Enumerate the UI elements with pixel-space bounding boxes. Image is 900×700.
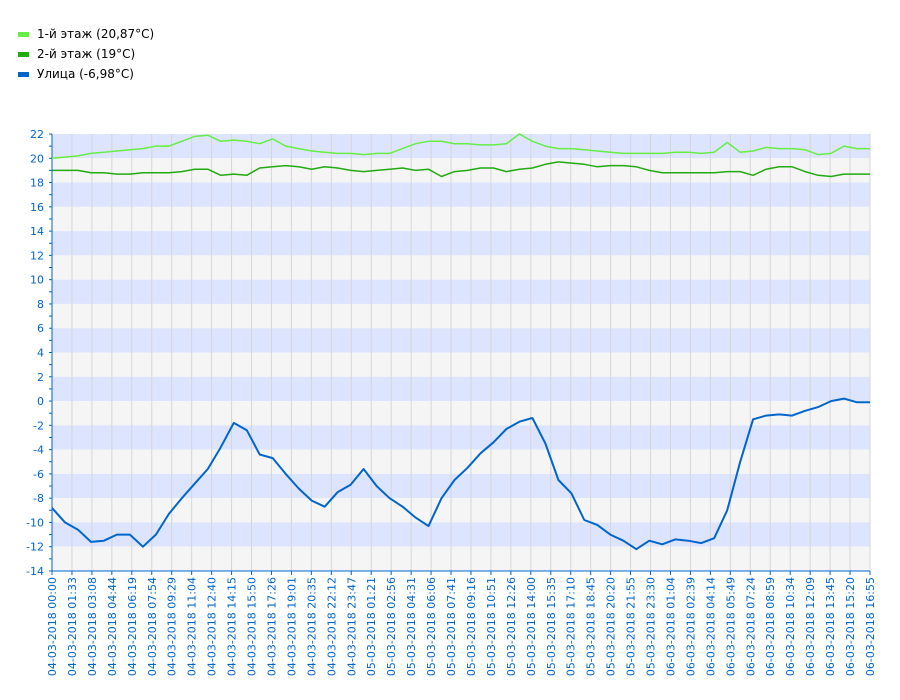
- plot-band: [52, 134, 870, 159]
- plot-band: [52, 303, 870, 329]
- legend-swatch-street: [18, 71, 29, 77]
- x-tick-label: 04-03-2018 12:40: [206, 577, 219, 676]
- y-tick-label: 22: [30, 128, 44, 141]
- x-tick-label: 06-03-2018 08:59: [764, 577, 777, 676]
- plot-band: [52, 255, 870, 280]
- legend-item-street: Улица (-6,98°C): [18, 64, 154, 84]
- y-tick-label: -12: [26, 541, 44, 554]
- legend-item-floor1: 1-й этаж (20,87°C): [18, 24, 154, 44]
- x-tick-label: 06-03-2018 10:34: [784, 577, 797, 676]
- x-tick-label: 05-03-2018 23:30: [645, 577, 658, 676]
- x-tick-label: 04-03-2018 19:01: [285, 577, 298, 676]
- y-tick-label: 12: [30, 249, 44, 262]
- y-tick-label: 2: [37, 371, 44, 384]
- x-tick-label: 05-03-2018 07:41: [445, 577, 458, 676]
- plot-band: [52, 522, 870, 547]
- x-tick-label: 05-03-2018 01:21: [365, 577, 378, 676]
- plot-band: [52, 473, 870, 499]
- x-tick-label: 04-03-2018 09:29: [166, 577, 179, 676]
- x-tick-label: 04-03-2018 04:44: [106, 577, 119, 676]
- y-tick-label: 0: [37, 395, 44, 408]
- legend-swatch-floor2: [18, 51, 29, 57]
- y-tick-label: 18: [30, 177, 44, 190]
- x-tick-label: 05-03-2018 06:06: [425, 577, 438, 676]
- plot-band: [52, 206, 870, 232]
- y-tick-label: 16: [30, 201, 44, 214]
- x-tick-label: 05-03-2018 12:26: [505, 577, 518, 676]
- y-tick-label: -10: [26, 516, 44, 529]
- legend-label-floor2: 2-й этаж (19°C): [37, 47, 136, 61]
- x-tick-label: 04-03-2018 23:47: [345, 577, 358, 676]
- x-tick-label: 04-03-2018 00:00: [46, 577, 59, 676]
- x-tick-label: 06-03-2018 01:04: [664, 577, 677, 676]
- x-tick-label: 04-03-2018 01:33: [66, 577, 79, 676]
- x-tick-label: 05-03-2018 09:16: [465, 577, 478, 676]
- plot-band: [52, 328, 870, 353]
- series-lines: [51, 133, 870, 551]
- y-tick-label: 20: [30, 152, 44, 165]
- plot-band: [52, 182, 870, 207]
- series-line-floor2: [52, 161, 870, 178]
- plot-band: [52, 498, 870, 523]
- plot-band: [52, 425, 870, 450]
- x-tick-label: 05-03-2018 02:56: [385, 577, 398, 676]
- plot-band: [52, 401, 870, 426]
- x-tick-label: 04-03-2018 11:04: [186, 577, 199, 676]
- plot-band: [52, 449, 870, 474]
- x-tick-label: 04-03-2018 06:19: [126, 577, 139, 676]
- x-tick-label: 06-03-2018 07:24: [744, 577, 757, 676]
- x-tick-label: 04-03-2018 03:08: [86, 577, 99, 676]
- x-tick-label: 04-03-2018 17:26: [265, 577, 278, 676]
- series-line-floor1: [51, 133, 870, 160]
- x-tick-label: 05-03-2018 15:35: [545, 577, 558, 676]
- y-tick-label: 10: [30, 274, 44, 287]
- legend-item-floor2: 2-й этаж (19°C): [18, 44, 154, 64]
- x-tick-label: 06-03-2018 13:45: [824, 577, 837, 676]
- x-tick-label: 06-03-2018 12:09: [804, 577, 817, 676]
- legend-label-street: Улица (-6,98°C): [37, 67, 134, 81]
- y-tick-label: 8: [37, 298, 44, 311]
- x-tick-label: 06-03-2018 05:49: [724, 577, 737, 676]
- x-tick-label: 04-03-2018 07:54: [146, 577, 159, 676]
- x-tick-label: 06-03-2018 16:55: [864, 577, 877, 676]
- x-tick-label: 04-03-2018 22:12: [325, 577, 338, 676]
- x-tick-label: 05-03-2018 17:10: [565, 577, 578, 676]
- plot-band: [52, 231, 870, 256]
- legend-swatch-floor1: [18, 31, 29, 37]
- x-tick-label: 05-03-2018 18:45: [585, 577, 598, 676]
- y-tick-label: -2: [33, 419, 44, 432]
- plot-band: [52, 279, 870, 304]
- x-tick-label: 05-03-2018 04:31: [405, 577, 418, 676]
- x-tick-label: 06-03-2018 02:39: [684, 577, 697, 676]
- plot-band: [52, 546, 870, 571]
- plot-band: [52, 376, 870, 402]
- plot-band: [52, 352, 870, 377]
- y-tick-label: 14: [30, 225, 44, 238]
- y-tick-label: 6: [37, 322, 44, 335]
- x-tick-label: 05-03-2018 14:00: [525, 577, 538, 676]
- x-axis-ticks: 04-03-2018 00:00 04-03-2018 01:33 04-03-20…: [46, 571, 877, 676]
- x-tick-label: 06-03-2018 04:14: [704, 577, 717, 676]
- x-tick-label: 06-03-2018 15:20: [844, 577, 857, 676]
- y-tick-label: -8: [33, 492, 44, 505]
- x-tick-label: 05-03-2018 10:51: [485, 577, 498, 676]
- y-tick-label: -14: [26, 565, 44, 578]
- chart-legend: 1-й этаж (20,87°C) 2-й этаж (19°C) Улица…: [18, 24, 154, 84]
- y-tick-label: 4: [37, 347, 44, 360]
- x-tick-label: 05-03-2018 21:55: [625, 577, 638, 676]
- x-tick-label: 04-03-2018 14:15: [226, 577, 239, 676]
- x-tick-label: 05-03-2018 20:20: [605, 577, 618, 676]
- series-line-street: [51, 397, 870, 551]
- x-tick-label: 04-03-2018 15:50: [246, 577, 259, 676]
- y-tick-label: -6: [33, 468, 44, 481]
- legend-label-floor1: 1-й этаж (20,87°C): [37, 27, 155, 41]
- x-tick-label: 04-03-2018 20:35: [305, 577, 318, 676]
- y-tick-label: -4: [33, 444, 44, 457]
